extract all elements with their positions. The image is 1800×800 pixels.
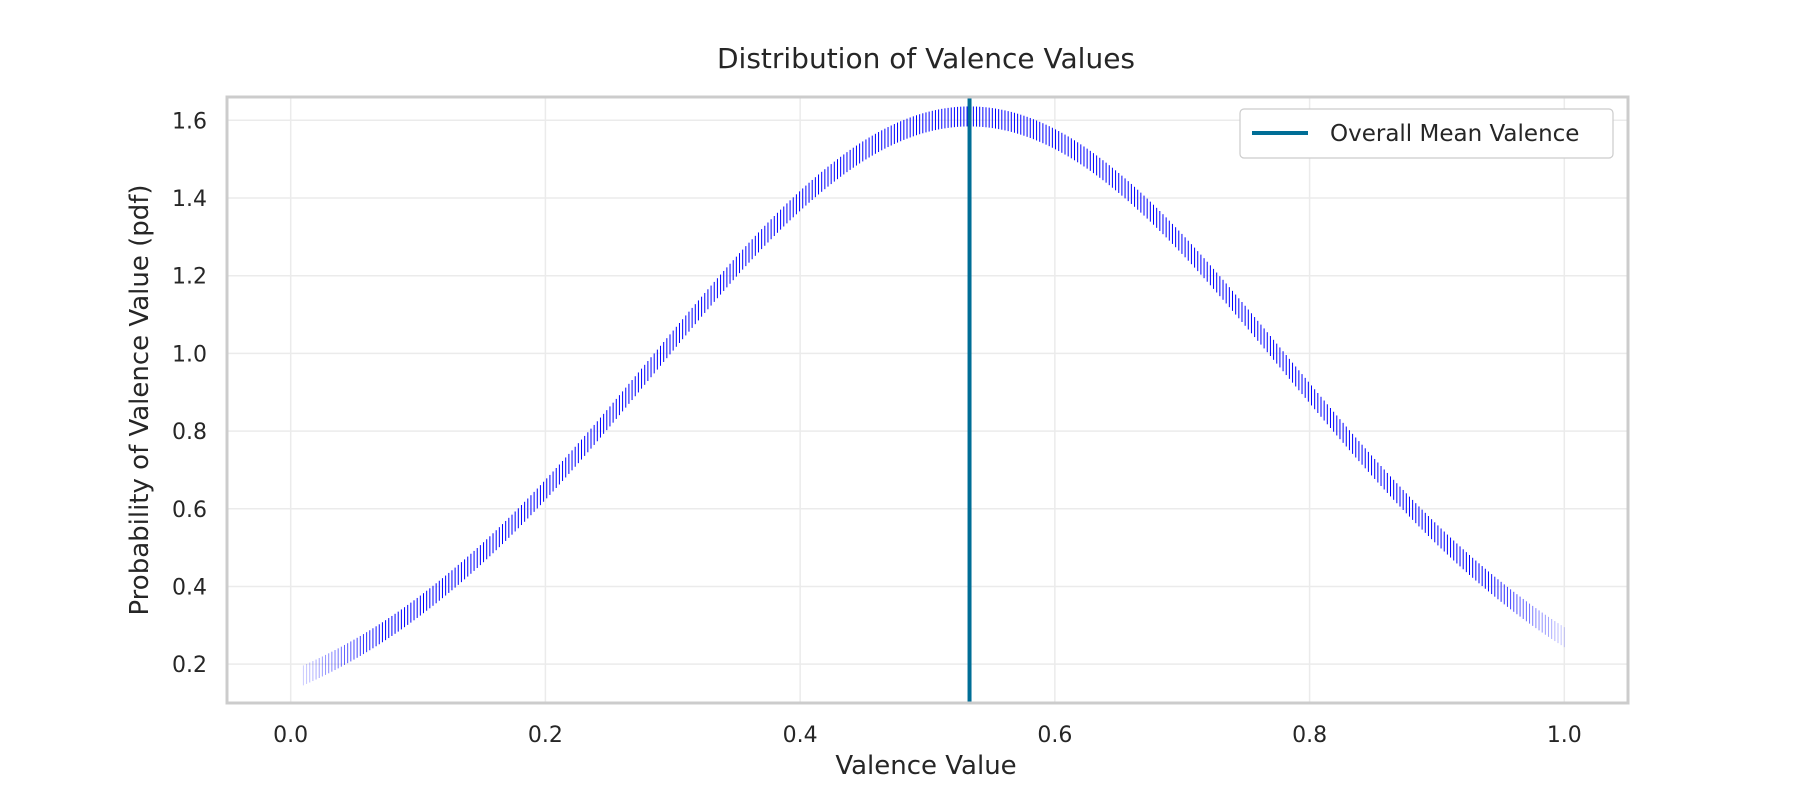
y-tick-label: 1.6 [172, 109, 207, 134]
legend: Overall Mean Valence [1239, 108, 1614, 159]
legend-box [1239, 108, 1614, 159]
y-tick-label: 0.4 [172, 575, 207, 600]
x-axis-label: Valence Value [835, 751, 1016, 781]
chart-title: Distribution of Valence Values [717, 42, 1135, 75]
y-axis-label: Probability of Valence Value (pdf) [125, 184, 155, 615]
legend-label: Overall Mean Valence [1330, 121, 1579, 147]
plot-frame [225, 95, 1630, 705]
x-tick-labels: 0.0 0.2 0.4 0.6 0.8 1.0 [273, 723, 1582, 748]
y-tick-label: 0.2 [172, 653, 207, 678]
x-tick-label: 0.0 [273, 723, 308, 748]
y-tick-label: 1.0 [172, 342, 207, 367]
y-tick-label: 1.2 [172, 265, 207, 290]
x-tick-label: 0.8 [1292, 723, 1327, 748]
y-tick-label: 0.6 [172, 498, 207, 523]
y-tick-label: 1.4 [172, 187, 207, 212]
x-tick-label: 0.6 [1037, 723, 1072, 748]
density-points [302, 106, 1565, 686]
y-tick-labels: 0.2 0.4 0.6 0.8 1.0 1.2 1.4 1.6 [172, 109, 207, 678]
x-tick-label: 0.4 [783, 723, 818, 748]
x-tick-label: 1.0 [1547, 723, 1582, 748]
y-tick-label: 0.8 [172, 420, 207, 445]
grid [227, 97, 1628, 703]
x-tick-label: 0.2 [528, 723, 563, 748]
